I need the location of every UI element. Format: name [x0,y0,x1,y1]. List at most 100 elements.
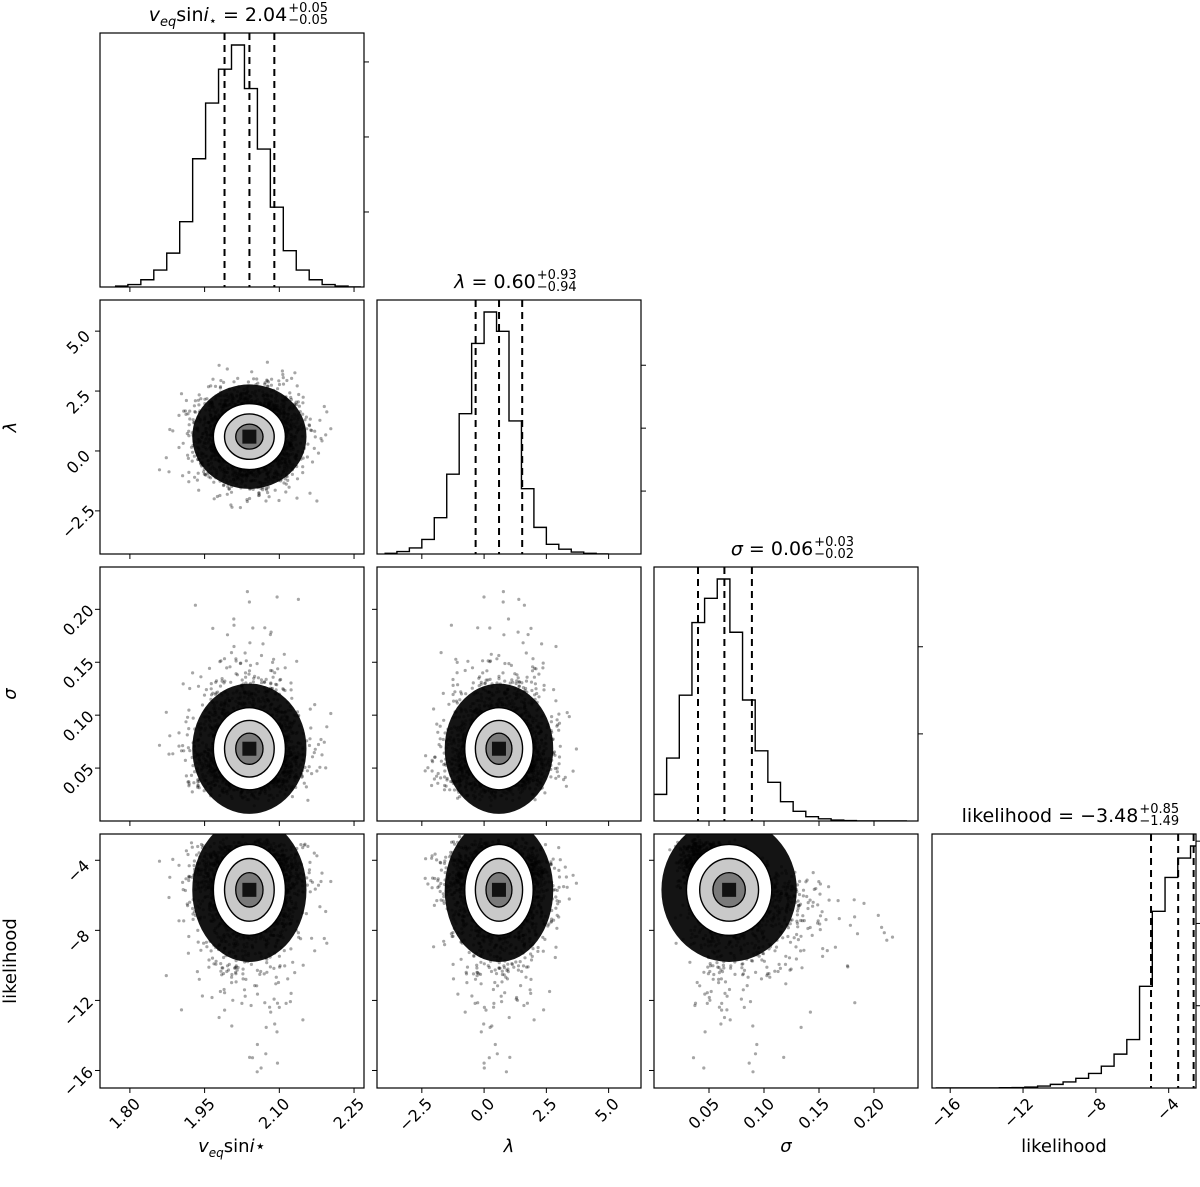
sample-point [305,455,309,459]
sample-point [281,372,285,377]
sample-point [213,692,217,696]
sample-point [191,764,195,768]
sample-point [227,487,231,491]
sample-point [232,617,236,621]
sample-point [246,380,250,384]
sample-point [279,677,283,682]
sample-point [297,404,301,408]
sample-point [268,633,272,637]
sample-point [243,651,247,655]
sample-point [288,391,292,395]
sample-point [184,412,188,416]
sample-point [252,676,256,680]
sample-point [185,432,189,436]
sample-point [247,672,251,676]
sample-point [211,691,215,695]
sample-point [251,626,255,630]
sample-point [301,456,305,460]
sample-point [251,680,255,684]
sample-point [197,393,201,397]
sample-point [312,446,316,450]
sample-point [220,677,224,681]
sample-point [227,487,231,491]
sample-point [232,644,236,649]
sample-point [199,397,203,401]
sample-point [266,485,270,489]
sample-point [310,428,314,433]
sample-point [310,755,315,759]
sample-point [318,418,322,422]
sample-point [219,659,223,663]
sample-point [272,657,276,661]
sample-point [181,474,185,478]
sample-point [315,769,319,773]
sample-point [319,737,323,742]
hist-panel-vsini [99,32,369,292]
sample-point [269,681,273,685]
sample-point [257,493,261,498]
panel-frame [99,299,365,555]
sample-point [167,470,171,474]
sample-point [259,653,264,658]
sample-point [269,668,273,673]
sample-point [247,600,251,604]
sample-point [181,682,185,686]
sample-point [191,418,195,422]
sample-point [209,682,213,686]
sample-point [301,471,305,475]
sample-point [313,747,317,751]
sample-point [212,480,216,484]
sample-point [248,641,252,645]
sample-point [247,669,252,673]
sample-point [232,380,236,384]
sample-point [192,404,196,408]
sample-point [186,453,190,457]
sample-point [195,478,199,482]
sample-point [264,499,268,503]
sample-point [202,472,206,476]
sample-point [276,667,280,671]
sample-point [277,379,281,383]
sample-point [177,445,181,450]
sample-point [255,377,259,381]
sample-point [157,743,162,747]
sample-point [184,720,188,724]
sample-point [187,708,191,712]
sample-point [211,377,215,381]
sample-point [181,744,185,748]
sample-point [307,743,312,748]
sample-point [199,675,203,679]
sample-point [229,503,233,507]
sample-point [275,595,279,599]
sample-point [307,423,311,427]
sample-point [196,783,200,787]
sample-point [209,687,213,691]
sample-point [297,392,301,397]
sample-point [196,684,201,688]
sample-point [271,675,275,679]
sample-point [248,496,252,501]
sample-point [307,765,311,769]
sample-point [263,626,267,630]
sample-point [214,680,218,684]
sample-point [275,683,279,687]
sample-point [220,679,224,683]
sample-point [329,427,333,431]
sample-point [283,666,287,670]
sample-point [193,410,197,414]
sample-point [306,442,310,446]
histogram-step-lambda [384,311,609,554]
panel-frame [376,299,642,555]
sample-point [171,752,175,756]
sample-point [265,360,269,364]
hist-title-plus-lambda: +0.93 [537,268,577,283]
hist-title-lambda: λ = 0.60 [453,271,536,293]
sample-point [188,749,192,753]
sample-point [304,785,308,789]
sample-point [191,716,195,720]
sample-point [261,642,265,646]
sample-point [189,445,194,449]
sample-point [293,371,297,375]
sample-point [280,369,284,373]
